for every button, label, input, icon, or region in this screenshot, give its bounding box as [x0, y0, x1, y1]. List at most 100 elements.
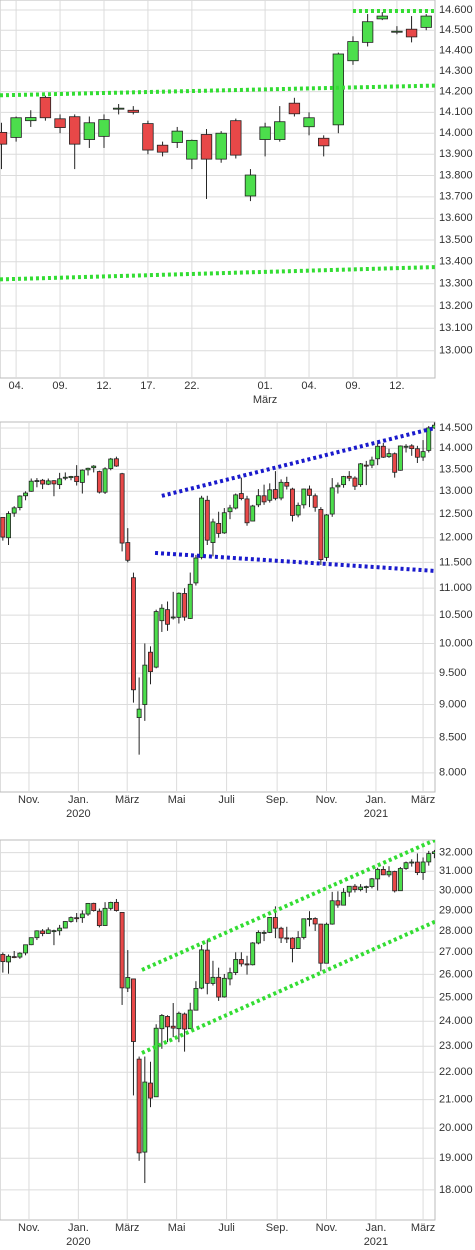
y-tick-label: 13.900: [439, 148, 473, 160]
y-tick-label: 31.000: [439, 865, 473, 877]
candle-body: [125, 542, 131, 561]
candle-body: [250, 505, 256, 522]
candle-body: [380, 445, 386, 458]
candle-body: [227, 972, 233, 980]
candle-body: [420, 861, 426, 874]
candle-body: [165, 609, 170, 625]
candle-body: [255, 931, 261, 944]
x-secondary-label: 2021: [364, 808, 388, 820]
y-tick-label: 20.000: [439, 1122, 473, 1134]
y-tick-label: 10.500: [439, 609, 473, 621]
candle-body: [335, 900, 341, 906]
candle-body: [301, 918, 307, 938]
candle-body: [45, 480, 51, 485]
candle-body: [329, 487, 335, 515]
candle-body: [238, 493, 244, 499]
candle-body: [420, 15, 432, 28]
y-tick-label: 13.500: [439, 234, 473, 246]
x-tick-label: 12.: [96, 380, 111, 392]
candle-body: [347, 41, 359, 62]
candle-body: [182, 1013, 188, 1030]
candle-body: [295, 504, 301, 516]
y-tick-label: 12.500: [439, 508, 473, 520]
candle-body: [369, 459, 375, 466]
y-tick-label: 9.500: [439, 667, 467, 679]
y-tick-label: 29.000: [439, 904, 473, 916]
y-tick-label: 13.700: [439, 191, 473, 203]
y-tick-label: 14.500: [439, 422, 473, 434]
candle-body: [23, 492, 28, 497]
plot-marks: [0, 422, 435, 755]
candle-body: [324, 923, 329, 964]
candle-body: [112, 107, 125, 110]
candle-body: [392, 453, 398, 473]
candle-body: [431, 851, 435, 855]
y-tick-label: 13.300: [439, 278, 473, 290]
candle-body: [272, 917, 278, 929]
candle-body: [25, 117, 37, 122]
candle-body: [376, 15, 388, 20]
candle-body: [392, 871, 398, 892]
y-tick-label: 23.000: [439, 1040, 473, 1052]
candle-body: [204, 949, 210, 984]
candle-body: [346, 475, 352, 479]
candle-body: [17, 952, 23, 958]
candle-body: [74, 475, 80, 483]
candle-body: [380, 869, 386, 876]
y-tick-label: 8.000: [439, 767, 467, 779]
candle-body: [341, 891, 347, 906]
x-tick-label: Jan.: [366, 794, 387, 806]
y-tick-label: 25.000: [439, 991, 473, 1003]
candle-body: [358, 463, 364, 486]
x-tick-label: 04.: [301, 380, 316, 392]
candle-body: [156, 144, 169, 153]
candle-body: [142, 664, 148, 705]
x-tick-label: Nov.: [316, 794, 338, 806]
candle-body: [255, 495, 261, 506]
candle-body: [159, 1015, 165, 1030]
candle-body: [261, 932, 267, 934]
y-tick-label: 13.000: [439, 345, 473, 357]
candle-body: [278, 927, 284, 939]
candle-body: [193, 557, 199, 584]
candle-body: [170, 1025, 176, 1029]
candle-body: [290, 937, 295, 949]
candle-body: [230, 120, 242, 156]
x-tick-label: 12.: [389, 380, 404, 392]
candle-body: [259, 126, 271, 140]
candle-body: [301, 488, 307, 506]
candle-body: [216, 522, 222, 534]
y-tick-label: 18.000: [439, 1184, 473, 1196]
candle-body: [79, 469, 85, 483]
y-tick-label: 30.000: [439, 884, 473, 896]
plot-area: [0, 839, 436, 1221]
candle-body: [6, 513, 11, 539]
y-tick-label: 9.000: [439, 698, 467, 710]
candle-body: [127, 109, 139, 113]
y-tick-label: 21.000: [439, 1093, 473, 1105]
y-tick-label: 14.600: [439, 4, 473, 16]
candle-body: [0, 131, 8, 145]
candle-body: [375, 445, 381, 460]
candle-body: [10, 117, 22, 138]
candle-body: [414, 861, 420, 873]
x-tick-label: Juli: [218, 794, 235, 806]
candle-body: [352, 885, 358, 891]
candlestick-chart: 13.000 13.100 13.200 13.300 13.400 13.500 13.6…: [0, 0, 473, 406]
candle-body: [284, 482, 290, 487]
y-tick-label: 13.800: [439, 169, 473, 181]
candle-body: [11, 507, 17, 514]
plot-marks: [0, 9, 435, 282]
x-tick-label: 01.: [257, 380, 272, 392]
y-tick-label: 14.000: [439, 127, 473, 139]
candle-body: [329, 900, 335, 925]
y-tick-label: 28.000: [439, 925, 473, 937]
candle-body: [341, 476, 347, 486]
y-tick-label: 13.400: [439, 256, 473, 268]
candle-body: [176, 592, 182, 618]
candle-body: [363, 464, 369, 467]
candle-body: [307, 488, 312, 496]
trend-line: [0, 265, 435, 282]
candle-body: [426, 427, 432, 451]
candle-body: [397, 868, 403, 892]
